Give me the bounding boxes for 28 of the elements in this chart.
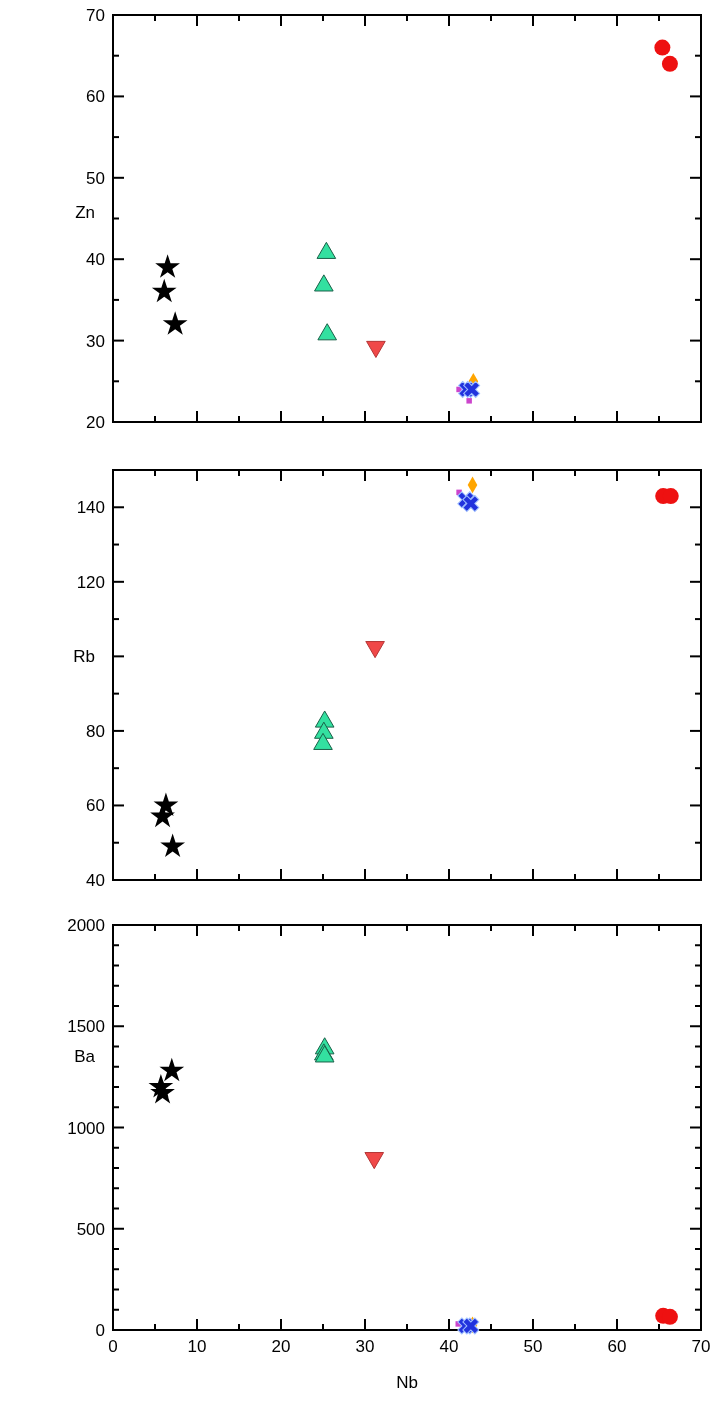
- y-tick-label: 2000: [67, 916, 105, 935]
- y-axis-title: Rb: [73, 647, 95, 666]
- x-tick-label: 30: [355, 1337, 375, 1356]
- y-tick-label: 1500: [67, 1017, 105, 1037]
- y-tick-label: 120: [76, 572, 105, 592]
- y-tick-label: 80: [86, 721, 105, 741]
- x-tick-label: 50: [523, 1337, 543, 1356]
- y-tick-label: 20: [86, 413, 105, 432]
- x-tick-label: 20: [271, 1337, 291, 1356]
- x-axis-title: Nb: [396, 1373, 418, 1392]
- y-tick-label: 40: [86, 250, 105, 270]
- y-tick-label: 30: [86, 331, 105, 351]
- y-tick-label: 40: [86, 871, 105, 890]
- y-tick-label: 60: [86, 796, 105, 816]
- x-tick-label: 60: [607, 1337, 627, 1356]
- y-tick-label: 50: [86, 168, 105, 188]
- x-tick-label: 70: [691, 1337, 711, 1356]
- y-tick-label: 0: [95, 1321, 105, 1340]
- y-tick-label: 60: [86, 87, 105, 107]
- y-tick-label: 70: [86, 6, 105, 25]
- y-tick-label: 140: [76, 498, 105, 518]
- x-tick-label: 10: [187, 1337, 207, 1356]
- x-tick-label: 0: [108, 1337, 118, 1356]
- x-tick-label: 40: [439, 1337, 459, 1356]
- y-axis-title: Zn: [75, 203, 95, 222]
- y-tick-label: 1000: [67, 1118, 105, 1138]
- y-axis-title: Ba: [74, 1047, 96, 1066]
- y-tick-label: 500: [76, 1219, 105, 1239]
